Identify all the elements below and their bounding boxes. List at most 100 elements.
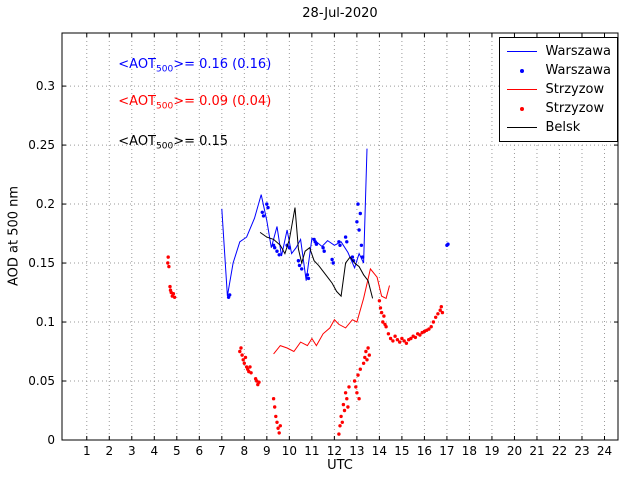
series-dot-warszawa <box>358 211 362 216</box>
x-tick-label: 23 <box>574 444 589 458</box>
axes-box <box>61 32 619 441</box>
series-dot-strzyzow <box>249 371 253 375</box>
series-dot-warszawa <box>265 202 269 206</box>
series-dot-warszawa <box>297 263 302 268</box>
series-dot-strzyzow <box>384 325 388 329</box>
series-dot-strzyzow <box>352 379 357 383</box>
annotation-strzyzow-mean: <AOT500>= 0.09 (0.04) <box>118 94 271 112</box>
legend-label: Belsk <box>545 120 581 135</box>
y-axis-label: AOD at 500 nm <box>6 185 22 287</box>
x-tick-label: 12 <box>327 444 342 458</box>
series-dot-strzyzow <box>168 284 172 289</box>
legend-label: Warszawa <box>545 44 612 59</box>
annotation-text: >= 0.16 (0.16) <box>173 57 272 73</box>
line-marker-icon <box>506 89 537 90</box>
series-dot-warszawa <box>322 249 326 253</box>
x-tick-label: 15 <box>394 444 409 458</box>
x-tick-label: 5 <box>173 444 181 458</box>
series-dot-strzyzow <box>440 310 445 315</box>
series-dot-strzyzow <box>364 349 368 354</box>
series-dot-strzyzow <box>274 414 278 419</box>
x-tick-label: 21 <box>529 444 544 458</box>
series-dot-strzyzow <box>393 334 397 338</box>
x-tick-label: 17 <box>439 444 454 458</box>
series-dot-strzyzow <box>429 325 433 329</box>
series-line-strzyzow <box>273 267 390 355</box>
series-dot-strzyzow <box>172 295 177 299</box>
series-dot-warszawa <box>228 293 232 297</box>
series-dot-strzyzow <box>436 312 440 316</box>
y-tick-label: 0.3 <box>36 79 55 93</box>
series-dot-strzyzow <box>431 320 436 324</box>
series-dot-strzyzow <box>239 346 243 350</box>
line-marker-icon <box>506 127 537 128</box>
series-dot-warszawa <box>296 259 301 263</box>
series-dot-warszawa <box>330 257 334 262</box>
series-dot-strzyzow <box>378 306 383 310</box>
legend-item-belsk: Belsk <box>504 118 612 137</box>
series-dot-strzyzow <box>367 353 371 357</box>
series-dot-strzyzow <box>438 308 442 312</box>
chart-title: 28-Jul-2020 <box>302 6 378 21</box>
annotation-text: >= 0.09 (0.04) <box>173 93 272 109</box>
legend-dot-sample <box>504 68 540 73</box>
series-line-warszawa <box>221 148 368 297</box>
y-tick-label: 0.25 <box>28 138 55 152</box>
annotation-subscript: 500 <box>156 101 174 112</box>
series-dot-strzyzow <box>402 339 406 343</box>
x-tick-label: 10 <box>282 444 297 458</box>
series-dot-warszawa <box>266 205 270 210</box>
series-dot-warszawa <box>446 242 450 246</box>
annotation-text: <AOT <box>118 93 156 109</box>
y-tick-label: 0.2 <box>36 197 55 211</box>
series-dot-warszawa <box>306 276 311 281</box>
series-line-belsk <box>259 207 374 299</box>
x-tick-label: 6 <box>195 444 203 458</box>
series-dot-strzyzow <box>243 355 248 360</box>
annotation-subscript: 500 <box>156 141 174 152</box>
series-dot-strzyzow <box>340 420 344 424</box>
series-dot-strzyzow <box>418 333 422 337</box>
series-dot-warszawa <box>360 255 365 259</box>
series-dot-strzyzow <box>363 355 367 360</box>
series-dot-strzyzow <box>391 339 395 343</box>
series-dot-strzyzow <box>342 408 347 413</box>
x-axis-label: UTC <box>327 458 353 473</box>
series-dot-strzyzow <box>400 336 404 341</box>
line-marker-icon <box>506 51 537 52</box>
series-dot-strzyzow <box>166 261 170 265</box>
series-dot-warszawa <box>355 220 359 224</box>
x-tick-label: 4 <box>150 444 158 458</box>
series-dot-strzyzow <box>377 299 382 303</box>
series-dot-warszawa <box>260 210 264 214</box>
dot-marker-icon <box>519 106 524 111</box>
annotation-belsk-mean: <AOT500>= 0.15 <box>118 134 228 152</box>
series-dot-strzyzow <box>248 365 252 369</box>
series-dot-warszawa <box>261 214 266 218</box>
series-dot-warszawa <box>314 242 319 246</box>
series-dot-warszawa <box>300 267 304 271</box>
series-dot-strzyzow <box>271 397 276 401</box>
series-dot-strzyzow <box>355 391 359 395</box>
series-dot-warszawa <box>321 246 325 250</box>
series-dot-strzyzow <box>341 402 346 407</box>
series-dot-strzyzow <box>382 314 386 318</box>
series-dot-strzyzow <box>275 420 279 424</box>
series-dot-warszawa <box>359 243 364 247</box>
x-tick-label: 19 <box>484 444 499 458</box>
series-dot-strzyzow <box>354 385 358 389</box>
x-tick-label: 24 <box>597 444 612 458</box>
series-dot-warszawa <box>305 273 310 277</box>
series-dot-warszawa <box>275 249 279 253</box>
series-dot-warszawa <box>350 255 355 259</box>
x-tick-label: 18 <box>462 444 477 458</box>
legend-item-warszawa: Warszawa <box>504 42 612 61</box>
series-dot-strzyzow <box>278 424 282 428</box>
x-tick-label: 13 <box>349 444 364 458</box>
series-dot-strzyzow <box>413 335 418 340</box>
series-dot-warszawa <box>357 228 361 232</box>
annotation-text: <AOT <box>118 133 156 149</box>
series-dot-strzyzow <box>358 367 362 371</box>
series-dot-strzyzow <box>346 405 350 409</box>
